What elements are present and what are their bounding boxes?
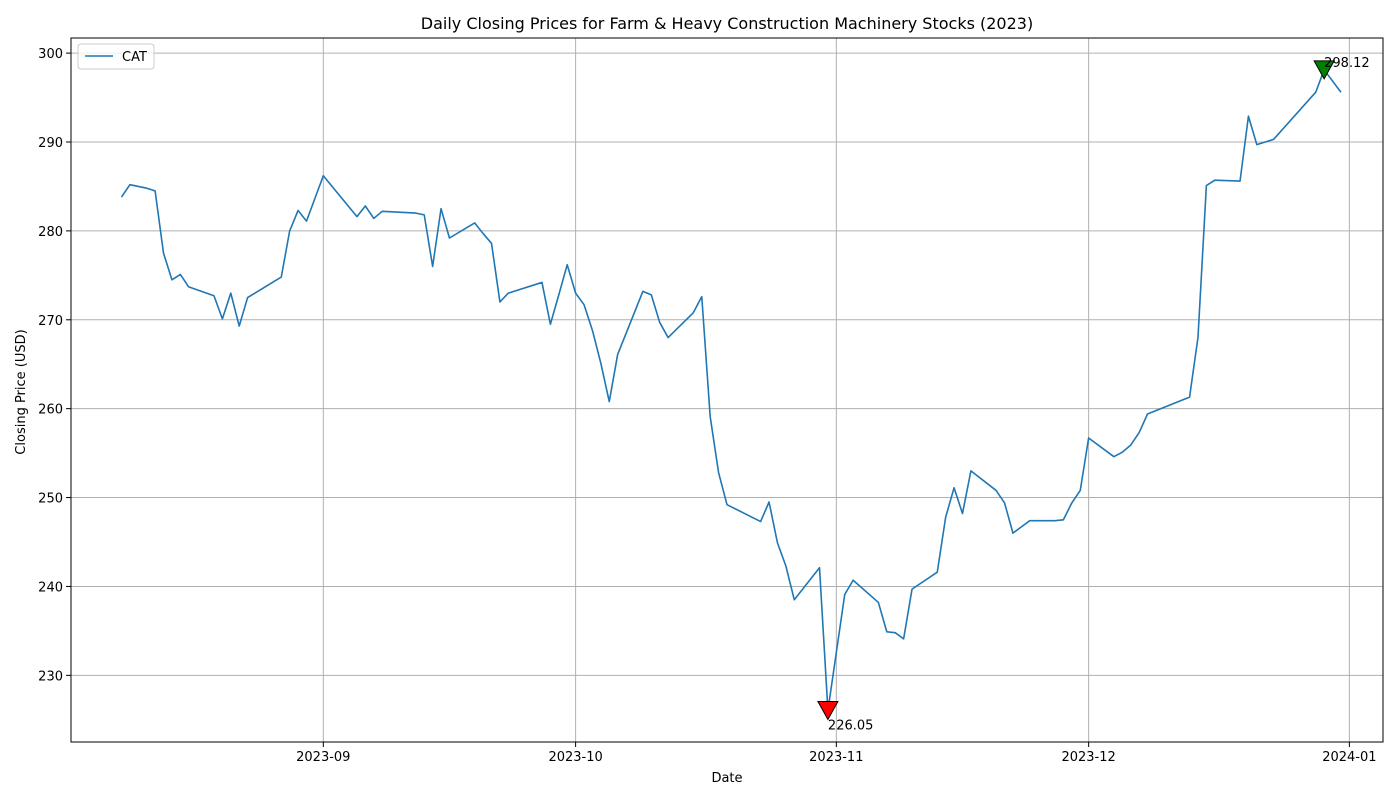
y-tick-label: 300 [38, 47, 63, 62]
chart-title: Daily Closing Prices for Farm & Heavy Co… [421, 14, 1033, 33]
axes [66, 37, 1384, 747]
x-tick-label: 2023-09 [296, 750, 350, 765]
y-axis-label: Closing Price (USD) [14, 329, 29, 454]
max-value-label: 298.12 [1324, 56, 1370, 71]
tick-labels: 2023-09 2023-10 2023-11 2023-12 2024-01 230 24… [38, 47, 1376, 765]
y-tick-label: 240 [38, 580, 63, 595]
series-line-cat [120, 69, 1342, 712]
plot-frame [70, 37, 1384, 743]
max-marker [1313, 60, 1335, 80]
x-tick-label: 2023-12 [1061, 750, 1115, 765]
x-axis-label: Date [711, 771, 742, 786]
legend-box [77, 43, 155, 70]
legend-label: CAT [122, 50, 147, 65]
x-tick-label: 2023-10 [548, 750, 602, 765]
y-tick-label: 230 [38, 669, 63, 684]
x-tick-label: 2024-01 [1322, 750, 1376, 765]
annotations: 226.05 298.12 [817, 56, 1370, 733]
series-layer [120, 69, 1342, 712]
y-tick-label: 250 [38, 492, 63, 507]
x-tick-label: 2023-11 [809, 750, 863, 765]
min-marker [817, 700, 839, 721]
legend: CAT [77, 43, 155, 70]
y-tick-label: 280 [38, 225, 63, 240]
min-value-label: 226.05 [828, 718, 874, 733]
y-tick-label: 270 [38, 314, 63, 329]
y-tick-label: 260 [38, 403, 63, 418]
y-tick-label: 290 [38, 136, 63, 151]
